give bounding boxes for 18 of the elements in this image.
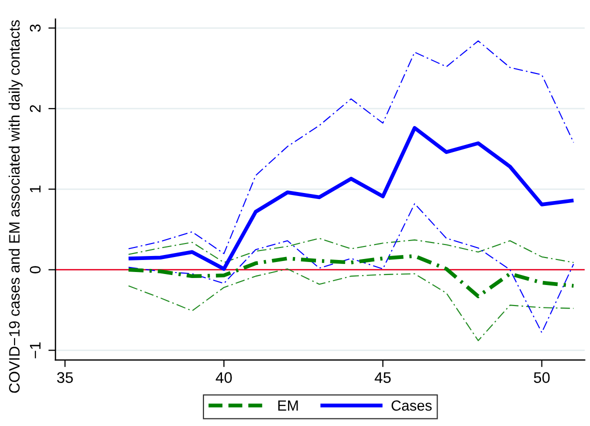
y-tick-label: 1 bbox=[30, 186, 40, 192]
legend-label: EM bbox=[278, 400, 298, 411]
y-tick-label: 2 bbox=[30, 105, 40, 112]
x-tick-label: 45 bbox=[374, 372, 391, 383]
legend-label: Cases bbox=[392, 400, 432, 411]
y-tick-label: 0 bbox=[30, 266, 41, 274]
y-tick-label: −1 bbox=[30, 342, 40, 358]
y-tick-label: 3 bbox=[30, 24, 41, 32]
y-axis-title: COVID−19 cases and EM associated with daily contacts bbox=[8, 20, 23, 393]
line-series bbox=[128, 40, 574, 254]
line-series bbox=[128, 238, 574, 264]
x-tick-label: 40 bbox=[216, 372, 232, 383]
line-series bbox=[126, 126, 576, 271]
x-tick-label: 35 bbox=[57, 372, 73, 383]
line-series bbox=[126, 254, 576, 298]
line-series bbox=[128, 203, 574, 334]
x-tick-label: 50 bbox=[534, 372, 550, 383]
line-series bbox=[128, 268, 574, 342]
